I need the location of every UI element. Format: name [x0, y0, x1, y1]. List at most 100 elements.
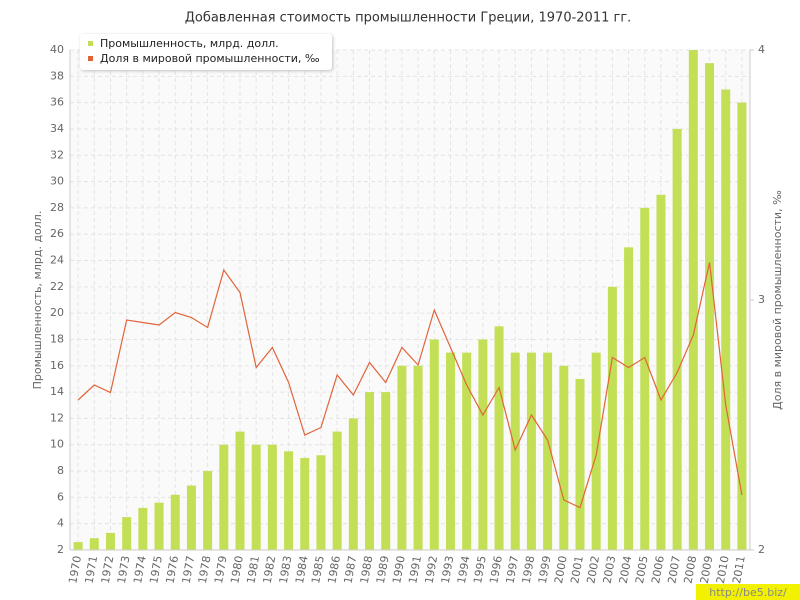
line	[77, 262, 743, 509]
bar	[235, 431, 245, 550]
bar	[737, 102, 747, 550]
x-tick-label: 1987	[342, 555, 360, 585]
bar	[413, 365, 423, 550]
y-tick-label: 38	[50, 69, 64, 82]
x-tick-label: 2005	[633, 555, 651, 585]
bar	[284, 451, 294, 550]
y-tick-label: 34	[50, 122, 64, 135]
bar	[154, 502, 164, 550]
y-tick-label: 2	[57, 543, 64, 556]
bar	[348, 418, 358, 550]
x-tick-label: 1977	[180, 555, 198, 585]
x-tick-label: 2001	[568, 555, 586, 585]
bar	[705, 63, 715, 550]
y2-axis-title: Доля в мировой промышленности, ‰	[771, 190, 784, 410]
bar	[332, 431, 342, 550]
bar	[138, 507, 148, 550]
bar	[316, 455, 326, 550]
y-tick-label: 32	[50, 148, 64, 161]
x-tick-label: 1978	[196, 555, 214, 585]
y-tick-label: 22	[50, 280, 64, 293]
bar	[397, 365, 407, 550]
y-tick-label: 10	[50, 438, 64, 451]
y-tick-label: 6	[57, 490, 64, 503]
legend: Промышленность, млрд. долл. Доля в миров…	[80, 34, 332, 70]
bar	[203, 471, 213, 550]
x-tick-label: 1980	[228, 555, 246, 585]
x-tick-label: 2007	[665, 555, 683, 585]
legend-swatch	[88, 56, 93, 61]
bar	[73, 542, 83, 550]
legend-label: Доля в мировой промышленности, ‰	[100, 52, 320, 65]
x-tick-label: 1979	[212, 555, 230, 585]
y-tick-label: 30	[50, 175, 64, 188]
bar	[559, 365, 569, 550]
x-tick-label: 1982	[261, 555, 279, 585]
bar	[591, 352, 601, 550]
y2-tick-label: 3	[758, 293, 765, 306]
x-tick-label: 2010	[714, 555, 732, 585]
x-tick-label: 2004	[617, 555, 635, 585]
bar	[445, 352, 455, 550]
bar	[575, 378, 585, 550]
x-tick-label: 1990	[390, 555, 408, 585]
y2-tick-label: 4	[758, 43, 765, 56]
bar	[526, 352, 536, 550]
x-tick-label: 1994	[455, 555, 473, 585]
bar	[607, 286, 617, 550]
y-tick-label: 8	[57, 464, 64, 477]
bar	[267, 444, 277, 550]
watermark-bg	[696, 584, 800, 600]
y2-tick-label: 2	[758, 543, 765, 556]
bar	[122, 517, 132, 550]
bar	[251, 444, 261, 550]
y-tick-label: 28	[50, 201, 64, 214]
bar	[219, 444, 229, 550]
bar	[365, 392, 375, 550]
bar	[672, 128, 682, 550]
x-tick-label: 2008	[682, 555, 700, 585]
x-tick-label: 1998	[520, 555, 538, 585]
bar	[494, 326, 504, 550]
legend-box	[80, 34, 332, 70]
x-tick-label: 1986	[325, 555, 343, 585]
x-tick-label: 1973	[115, 555, 133, 585]
bar	[105, 532, 115, 550]
bar	[721, 89, 731, 550]
x-tick-label: 1971	[83, 555, 101, 585]
y-tick-label: 4	[57, 517, 64, 530]
y-tick-label: 14	[50, 385, 64, 398]
x-tick-label: 2000	[552, 555, 570, 585]
x-tick-label: 2011	[730, 555, 748, 585]
x-tick-label: 1997	[503, 555, 521, 585]
bar	[462, 352, 472, 550]
x-tick-label: 1992	[423, 555, 441, 585]
y-tick-label: 16	[50, 359, 64, 372]
x-tick-label: 1976	[163, 555, 181, 585]
y-tick-label: 18	[50, 332, 64, 345]
x-tick-label: 1972	[99, 555, 117, 585]
x-tick-label: 1991	[406, 555, 424, 585]
x-tick-label: 1983	[277, 555, 295, 585]
legend-swatch	[88, 41, 93, 46]
x-tick-label: 1996	[487, 555, 505, 585]
bar	[429, 339, 439, 550]
bar	[170, 494, 180, 550]
watermark: http://be5.biz/	[709, 586, 787, 599]
bar	[688, 50, 698, 550]
x-tick-label: 1970	[66, 555, 84, 585]
bar	[624, 247, 634, 551]
x-tick-label: 2002	[584, 555, 602, 585]
bar	[656, 194, 666, 550]
bar	[300, 457, 310, 550]
x-tick-label: 1974	[131, 555, 149, 585]
x-tick-label: 1988	[358, 555, 376, 585]
x-tick-label: 1975	[147, 555, 165, 585]
x-tick-label: 1981	[244, 555, 262, 585]
x-tick-label: 1985	[309, 555, 327, 585]
bar	[478, 339, 488, 550]
y-axis-title: Промышленность, млрд. долл.	[31, 211, 44, 390]
y-tick-label: 40	[50, 43, 64, 56]
